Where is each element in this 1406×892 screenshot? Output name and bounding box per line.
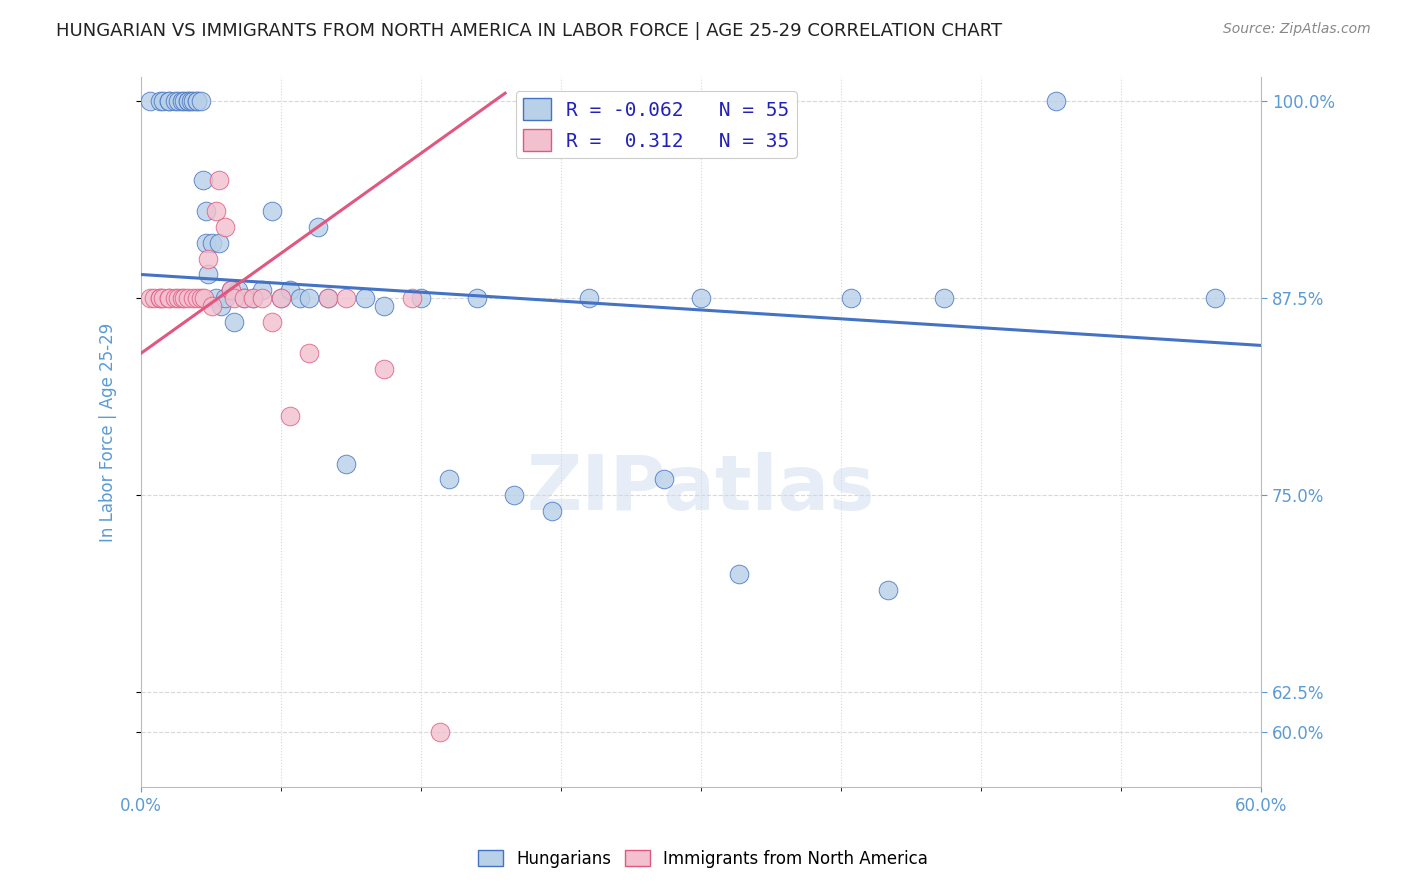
Point bbox=[280, 283, 302, 297]
Point bbox=[173, 291, 195, 305]
Point bbox=[152, 291, 174, 305]
Point bbox=[186, 291, 208, 305]
Point bbox=[690, 291, 713, 305]
Point bbox=[163, 291, 186, 305]
Point bbox=[201, 235, 224, 250]
Point bbox=[214, 291, 236, 305]
Point bbox=[204, 291, 226, 305]
Point bbox=[429, 724, 451, 739]
Point bbox=[226, 283, 249, 297]
Point bbox=[465, 291, 488, 305]
Point bbox=[191, 173, 214, 187]
Point bbox=[242, 291, 264, 305]
Point bbox=[252, 283, 274, 297]
Point bbox=[652, 472, 675, 486]
Point bbox=[157, 291, 180, 305]
Point bbox=[152, 94, 174, 108]
Point bbox=[1204, 291, 1226, 305]
Point bbox=[270, 291, 292, 305]
Point bbox=[157, 94, 180, 108]
Text: ZIPatlas: ZIPatlas bbox=[527, 452, 876, 526]
Point bbox=[143, 291, 166, 305]
Point bbox=[190, 94, 212, 108]
Point bbox=[163, 94, 186, 108]
Point bbox=[157, 94, 180, 108]
Point bbox=[176, 94, 198, 108]
Point bbox=[139, 94, 162, 108]
Point bbox=[214, 220, 236, 235]
Point bbox=[170, 94, 193, 108]
Point bbox=[335, 457, 357, 471]
Point bbox=[373, 299, 395, 313]
Point bbox=[373, 362, 395, 376]
Point bbox=[232, 291, 254, 305]
Point bbox=[437, 472, 460, 486]
Point bbox=[298, 291, 321, 305]
Point bbox=[170, 291, 193, 305]
Point bbox=[201, 299, 224, 313]
Point bbox=[298, 346, 321, 360]
Y-axis label: In Labor Force | Age 25-29: In Labor Force | Age 25-29 bbox=[100, 323, 117, 541]
Point bbox=[219, 283, 242, 297]
Point bbox=[180, 94, 202, 108]
Point bbox=[270, 291, 292, 305]
Legend: Hungarians, Immigrants from North America: Hungarians, Immigrants from North Americ… bbox=[471, 844, 935, 875]
Point bbox=[181, 94, 204, 108]
Point bbox=[354, 291, 377, 305]
Point bbox=[167, 94, 190, 108]
Point bbox=[932, 291, 955, 305]
Point bbox=[224, 315, 246, 329]
Point bbox=[209, 299, 232, 313]
Point bbox=[503, 488, 526, 502]
Point bbox=[197, 268, 219, 282]
Point bbox=[181, 291, 204, 305]
Point bbox=[260, 315, 283, 329]
Point bbox=[727, 567, 749, 582]
Point bbox=[335, 291, 357, 305]
Point bbox=[232, 291, 254, 305]
Point bbox=[193, 291, 215, 305]
Point bbox=[1045, 94, 1067, 108]
Point bbox=[876, 582, 898, 597]
Text: Source: ZipAtlas.com: Source: ZipAtlas.com bbox=[1223, 22, 1371, 37]
Point bbox=[204, 204, 226, 219]
Point bbox=[288, 291, 311, 305]
Point bbox=[316, 291, 339, 305]
Point bbox=[195, 204, 218, 219]
Point bbox=[401, 291, 423, 305]
Point bbox=[139, 291, 162, 305]
Point bbox=[195, 235, 218, 250]
Point bbox=[316, 291, 339, 305]
Point bbox=[839, 291, 862, 305]
Point bbox=[208, 235, 231, 250]
Point bbox=[149, 94, 172, 108]
Point bbox=[224, 291, 246, 305]
Point bbox=[186, 94, 208, 108]
Point bbox=[149, 291, 172, 305]
Point bbox=[409, 291, 432, 305]
Point bbox=[260, 204, 283, 219]
Point bbox=[252, 291, 274, 305]
Point bbox=[186, 94, 208, 108]
Point bbox=[280, 409, 302, 424]
Point bbox=[307, 220, 329, 235]
Point bbox=[173, 94, 195, 108]
Legend: R = -0.062   N = 55, R =  0.312   N = 35: R = -0.062 N = 55, R = 0.312 N = 35 bbox=[516, 91, 797, 159]
Point bbox=[540, 504, 562, 518]
Point bbox=[190, 291, 212, 305]
Point bbox=[157, 291, 180, 305]
Point bbox=[242, 291, 264, 305]
Point bbox=[219, 283, 242, 297]
Point bbox=[197, 252, 219, 266]
Text: HUNGARIAN VS IMMIGRANTS FROM NORTH AMERICA IN LABOR FORCE | AGE 25-29 CORRELATIO: HUNGARIAN VS IMMIGRANTS FROM NORTH AMERI… bbox=[56, 22, 1002, 40]
Point bbox=[578, 291, 600, 305]
Point bbox=[149, 291, 172, 305]
Point bbox=[208, 173, 231, 187]
Point bbox=[176, 94, 198, 108]
Point bbox=[176, 291, 198, 305]
Point bbox=[167, 291, 190, 305]
